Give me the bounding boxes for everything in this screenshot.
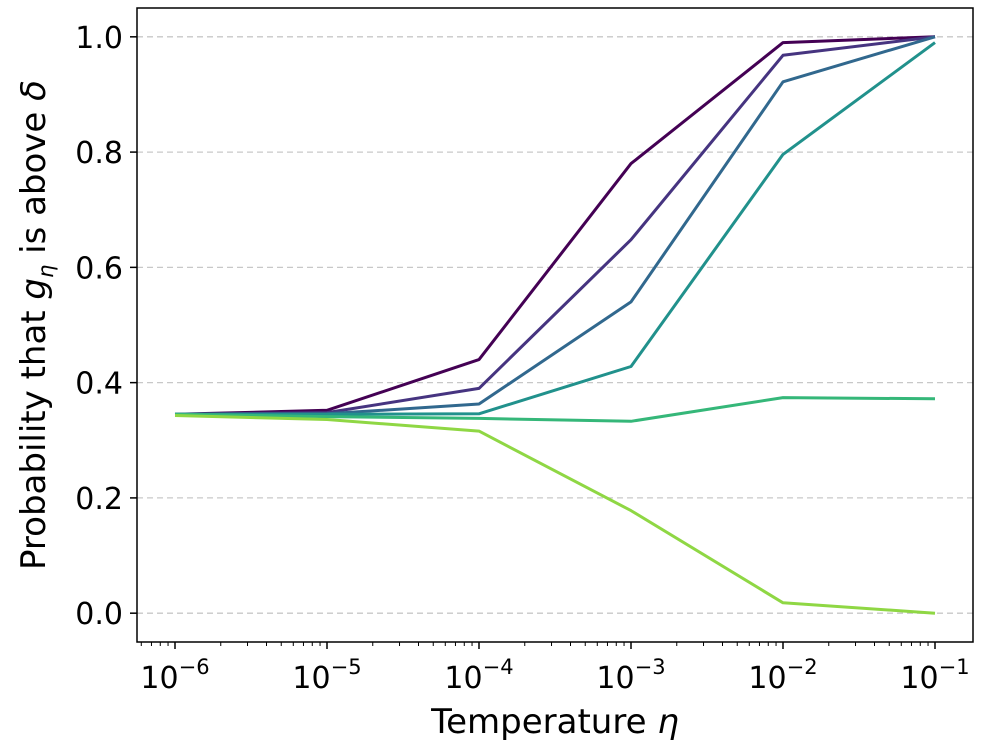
series-lines [174, 35, 936, 615]
x-tick-label: 10−3 [596, 655, 665, 696]
y-tick-label: 0.0 [75, 597, 123, 632]
x-axis-ticks: 10−6 10−5 10−4 10−3 10−2 10−1 [140, 642, 970, 696]
plot-frame [136, 7, 974, 643]
y-tick-label: 0.4 [75, 367, 123, 402]
y-tick-label: 1.0 [75, 21, 123, 56]
x-tick-label: 10−2 [748, 655, 817, 696]
series-line-series-1 [174, 35, 936, 416]
series-line-series-6 [174, 414, 936, 615]
series-line-series-4 [175, 41, 936, 416]
y-tick-label: 0.2 [75, 482, 123, 517]
x-tick-label: 10−1 [900, 655, 969, 696]
x-tick-label: 10−5 [292, 655, 361, 696]
x-axis-label: Temperature η [430, 702, 679, 742]
series-line-series-5 [174, 396, 936, 423]
y-axis-ticks: 0.0 0.2 0.4 0.6 0.8 1.0 [75, 21, 137, 632]
x-tick-label: 10−6 [140, 655, 209, 696]
y-axis-label: Probability that gη is above δ [14, 80, 58, 570]
x-tick-label: 10−4 [444, 655, 513, 696]
y-tick-label: 0.6 [75, 251, 123, 286]
y-tick-label: 0.8 [75, 136, 123, 171]
